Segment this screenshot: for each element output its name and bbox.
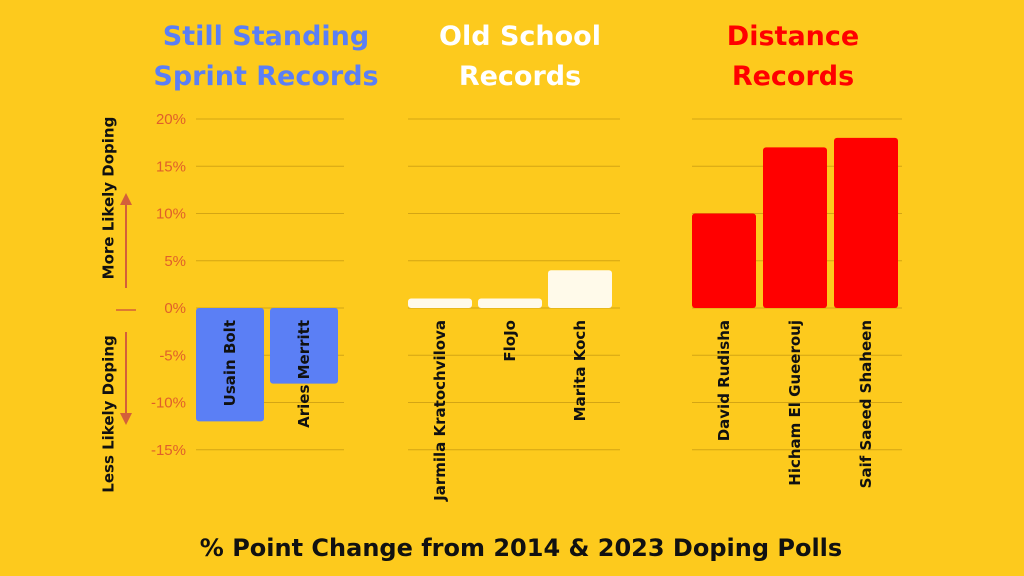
y-tick-label: -10%	[151, 395, 186, 412]
group-titles: Still Standing Sprint Records Old School Re…	[153, 21, 859, 92]
group-title-line: Distance	[727, 21, 859, 52]
y-tick-label: 5%	[164, 253, 186, 270]
y-tick-label: -15%	[151, 442, 186, 459]
y-tick-label: 15%	[156, 158, 186, 175]
bar	[834, 137, 898, 308]
bars	[196, 137, 898, 422]
y-axis-side-labels: More Likely Doping Less Likely Doping	[100, 117, 136, 493]
y-tick-label: -5%	[159, 347, 186, 364]
bar	[763, 147, 827, 308]
group-title-line: Records	[732, 61, 854, 92]
up-arrow-icon	[120, 193, 132, 288]
group-title-line: Sprint Records	[153, 61, 378, 92]
y-tick-label: 10%	[156, 206, 186, 223]
bar	[196, 308, 264, 422]
x-axis-title: % Point Change from 2014 & 2023 Doping P…	[200, 534, 842, 562]
bar-label: David Rudisha	[715, 320, 733, 441]
bar	[692, 213, 756, 308]
bar-label: Hicham El Gueerouj	[786, 320, 804, 486]
bar-label: Jarmila Kratochvilova	[431, 320, 449, 502]
bar-labels: Usain Bolt Aries Merritt Jarmila Kratochvi…	[221, 320, 875, 502]
bar	[270, 308, 338, 384]
bar	[408, 298, 472, 308]
bar-label: Marita Koch	[571, 320, 589, 421]
y-label-positive: More Likely Doping	[100, 117, 118, 280]
group-title-line: Still Standing	[163, 21, 369, 52]
down-arrow-icon	[120, 332, 132, 425]
bar-label: Usain Bolt	[221, 320, 239, 406]
y-tick-label: 20%	[156, 111, 186, 128]
y-axis-ticks: 20% 15% 10% 5% 0% -5% -10% -15%	[151, 111, 186, 459]
y-label-negative: Less Likely Doping	[100, 335, 118, 492]
group-title-line: Records	[459, 61, 581, 92]
bar-label: Saif Saeed Shaheen	[857, 320, 875, 488]
bar	[548, 270, 612, 308]
y-tick-label: 0%	[164, 300, 186, 317]
bar-label: FloJo	[501, 320, 519, 362]
bar	[478, 298, 542, 308]
bar-label: Aries Merritt	[295, 320, 313, 428]
group-title-line: Old School	[439, 21, 601, 52]
